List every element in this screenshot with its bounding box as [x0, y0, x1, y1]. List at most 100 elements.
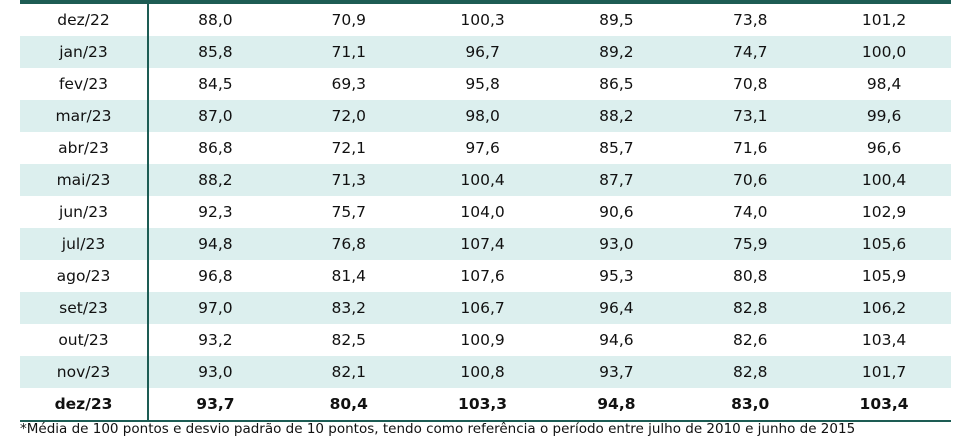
table-row: dez/23 93,7 80,4 103,3 94,8 83,0 103,4	[20, 388, 951, 422]
value-cell: 93,0	[549, 228, 684, 260]
table-row: jun/23 92,3 75,7 104,0 90,6 74,0 102,9	[20, 196, 951, 228]
value-cell: 81,4	[331, 267, 366, 285]
value-cell: 82,6	[732, 331, 768, 349]
value-cell: 104,0	[460, 203, 505, 221]
value-cell: 71,1	[281, 36, 416, 68]
value-cell: 97,6	[465, 139, 500, 157]
value-cell: 80,8	[732, 267, 768, 285]
value-cell: 84,5	[198, 75, 233, 93]
value-cell: 93,2	[198, 331, 233, 349]
top-border-rule	[20, 0, 951, 4]
value-cell: 103,4	[861, 331, 907, 349]
value-cell: 69,3	[331, 75, 366, 93]
value-cell: 88,0	[198, 11, 233, 29]
month-cell: dez/23	[20, 388, 149, 422]
value-cell: 100,9	[460, 331, 505, 349]
table-row: mar/23 87,0 72,0 98,0 88,2 73,1 99,6	[20, 100, 951, 132]
value-cell: 94,8	[148, 228, 282, 260]
value-cell: 75,7	[331, 203, 366, 221]
value-cell: 93,7	[549, 356, 684, 388]
table-row: jan/23 85,8 71,1 96,7 89,2 74,7 100,0	[20, 36, 951, 68]
value-cell: 100,4	[415, 164, 550, 196]
value-cell: 70,9	[331, 11, 366, 29]
month-cell: ago/23	[20, 260, 149, 292]
value-cell: 82,5	[331, 331, 366, 349]
value-cell: 92,3	[198, 203, 233, 221]
table-row: out/23 93,2 82,5 100,9 94,6 82,6 103,4	[20, 324, 951, 356]
value-cell: 72,0	[281, 100, 416, 132]
value-cell: 106,7	[415, 292, 550, 324]
value-cell: 71,3	[281, 164, 416, 196]
value-cell: 89,2	[549, 36, 684, 68]
value-cell: 102,9	[861, 203, 907, 221]
value-cell: 96,4	[549, 292, 684, 324]
value-cell: 80,4	[281, 388, 416, 422]
value-cell: 107,4	[415, 228, 550, 260]
month-cell: jul/23	[20, 228, 149, 260]
month-cell: out/23	[20, 324, 149, 356]
table-row: abr/23 86,8 72,1 97,6 85,7 71,6 96,6	[20, 132, 951, 164]
value-cell: 82,8	[683, 356, 818, 388]
footnote: *Média de 100 pontos e desvio padrão de …	[20, 421, 856, 437]
value-cell: 98,4	[866, 75, 902, 93]
value-cell: 106,2	[817, 292, 951, 324]
value-cell: 86,8	[198, 139, 233, 157]
month-cell: mai/23	[20, 164, 149, 196]
value-cell: 83,2	[281, 292, 416, 324]
value-cell: 90,6	[599, 203, 634, 221]
value-cell: 96,8	[198, 267, 233, 285]
value-cell: 89,5	[599, 11, 634, 29]
month-cell: fev/23	[20, 68, 149, 100]
value-cell: 94,8	[549, 388, 684, 422]
value-cell: 72,1	[331, 139, 366, 157]
value-cell: 93,7	[148, 388, 282, 422]
value-cell: 75,9	[683, 228, 818, 260]
value-cell: 95,8	[465, 75, 500, 93]
value-cell: 100,0	[817, 36, 951, 68]
value-cell: 88,2	[148, 164, 282, 196]
value-cell: 103,3	[415, 388, 550, 422]
table-row: jul/23 94,8 76,8 107,4 93,0 75,9 105,6	[20, 228, 951, 260]
table-body: dez/22 88,0 70,9 100,3 89,5 73,8 101,2 jan/23 85…	[20, 4, 951, 422]
value-cell: 103,4	[817, 388, 951, 422]
value-cell: 88,2	[549, 100, 684, 132]
month-cell: jan/23	[20, 36, 149, 68]
table-row: nov/23 93,0 82,1 100,8 93,7 82,8 101,7	[20, 356, 951, 388]
value-cell: 94,6	[599, 331, 634, 349]
value-cell: 107,6	[460, 267, 505, 285]
table-row: fev/23 84,5 69,3 95,8 86,5 70,8 98,4	[20, 68, 951, 100]
month-cell: abr/23	[20, 132, 149, 164]
value-cell: 99,6	[817, 100, 951, 132]
value-cell: 85,7	[599, 139, 634, 157]
value-cell: 87,0	[148, 100, 282, 132]
value-cell: 70,6	[683, 164, 818, 196]
table-row: dez/22 88,0 70,9 100,3 89,5 73,8 101,2	[20, 4, 951, 36]
value-cell: 101,7	[817, 356, 951, 388]
value-cell: 82,8	[683, 292, 818, 324]
table-row: set/23 97,0 83,2 106,7 96,4 82,8 106,2	[20, 292, 951, 324]
value-cell: 100,3	[460, 11, 505, 29]
index-table: dez/22 88,0 70,9 100,3 89,5 73,8 101,2 jan/23 85…	[20, 4, 951, 422]
value-cell: 70,8	[732, 75, 768, 93]
table-row: ago/23 96,8 81,4 107,6 95,3 80,8 105,9	[20, 260, 951, 292]
value-cell: 87,7	[549, 164, 684, 196]
value-cell: 105,9	[861, 267, 907, 285]
value-cell: 101,2	[861, 11, 907, 29]
value-cell: 93,0	[148, 356, 282, 388]
table-row: mai/23 88,2 71,3 100,4 87,7 70,6 100,4	[20, 164, 951, 196]
value-cell: 85,8	[148, 36, 282, 68]
value-cell: 71,6	[732, 139, 768, 157]
value-cell: 100,8	[415, 356, 550, 388]
value-cell: 97,0	[148, 292, 282, 324]
value-cell: 73,1	[683, 100, 818, 132]
value-cell: 96,7	[415, 36, 550, 68]
value-cell: 86,5	[599, 75, 634, 93]
value-cell: 74,0	[732, 203, 768, 221]
value-cell: 82,1	[281, 356, 416, 388]
month-cell: set/23	[20, 292, 149, 324]
value-cell: 73,8	[732, 11, 768, 29]
value-cell: 76,8	[281, 228, 416, 260]
value-cell: 96,6	[866, 139, 902, 157]
value-cell: 105,6	[817, 228, 951, 260]
value-cell: 74,7	[683, 36, 818, 68]
